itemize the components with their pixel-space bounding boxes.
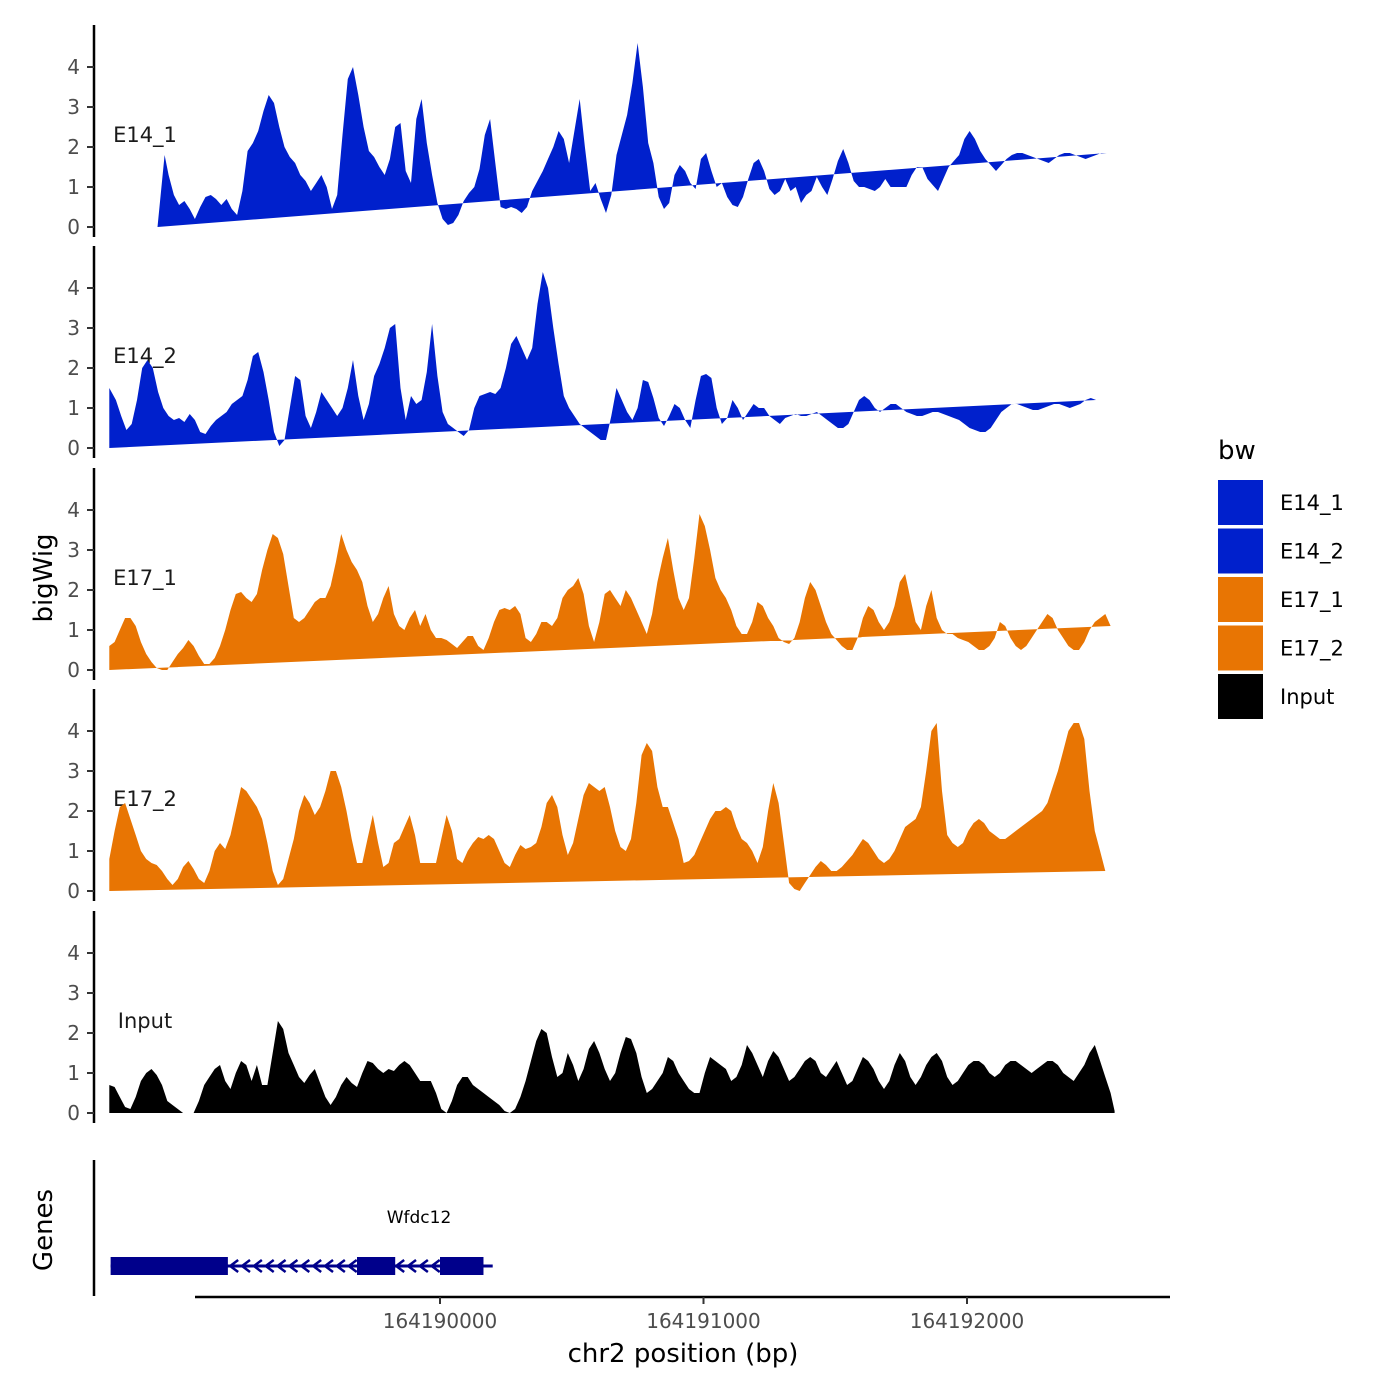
- track-label-Input: Input: [118, 1009, 172, 1033]
- strand-arrow: [405, 1259, 417, 1273]
- legend-label: E17_1: [1280, 588, 1344, 613]
- legend-item-E14_2: E14_2: [1218, 528, 1344, 574]
- legend-label: E14_2: [1280, 540, 1344, 565]
- y-tick-label: 2: [67, 135, 80, 159]
- y-tick-label: 1: [67, 175, 80, 199]
- legend: bw E14_1 E14_2 E17_1 E17_2 Input: [1218, 436, 1344, 719]
- y-tick-label: 1: [67, 396, 80, 420]
- strand-arrow: [263, 1259, 275, 1273]
- legend-item-Input: Input: [1218, 674, 1334, 719]
- y-tick-label: 4: [67, 719, 80, 743]
- strand-arrow: [275, 1259, 287, 1273]
- y-tick-label: 2: [67, 578, 80, 602]
- legend-item-E17_2: E17_2: [1218, 625, 1344, 671]
- coverage-area-E14_2: [109, 272, 1097, 448]
- y-tick-label: 0: [67, 1101, 80, 1125]
- strand-arrow: [417, 1259, 429, 1273]
- x-tick-label: 164190000: [383, 1309, 498, 1333]
- y-tick-label: 2: [67, 356, 80, 380]
- legend-label: Input: [1280, 685, 1334, 709]
- legend-title: bw: [1218, 436, 1256, 466]
- y-tick-label: 3: [67, 538, 80, 562]
- coverage-area-E17_2: [109, 723, 1106, 891]
- track-label-E14_1: E14_1: [113, 123, 177, 148]
- y-tick-label: 1: [67, 1061, 80, 1085]
- legend-swatch: [1218, 528, 1263, 574]
- gene-name-label: Wfdc12: [387, 1208, 452, 1228]
- coverage-area-Input: [109, 1021, 1115, 1113]
- legend-swatch: [1218, 674, 1263, 719]
- track-label-E17_1: E17_1: [113, 566, 177, 591]
- y-tick-label: 0: [67, 658, 80, 682]
- coverage-area-E17_1: [109, 514, 1111, 670]
- y-tick-label: 0: [67, 215, 80, 239]
- track-E14_1: 0 1 2 3 4 E14_1: [67, 25, 1107, 239]
- x-tick-label: 164191000: [646, 1309, 761, 1333]
- y-tick-label: 4: [67, 941, 80, 965]
- strand-arrow: [299, 1259, 311, 1273]
- strand-arrow: [239, 1259, 251, 1273]
- y-tick-label: 0: [67, 879, 80, 903]
- y-tick-label: 2: [67, 1021, 80, 1045]
- track-Input: 0 1 2 3 4 Input: [67, 911, 1115, 1125]
- legend-item-E14_1: E14_1: [1218, 480, 1344, 525]
- x-axis: 164190000 164191000 164192000: [195, 1295, 1170, 1333]
- strand-arrow: [394, 1259, 405, 1273]
- strand-arrow: [322, 1259, 334, 1273]
- strand-arrow: [311, 1259, 322, 1273]
- exon-3: [440, 1257, 484, 1275]
- y-tick-label: 4: [67, 498, 80, 522]
- strand-arrow: [287, 1259, 299, 1273]
- exon-1: [110, 1257, 228, 1275]
- y-tick-label: 3: [67, 981, 80, 1005]
- genes-axis-title: Genes: [29, 1189, 59, 1271]
- exon-2: [356, 1257, 396, 1275]
- legend-swatch: [1218, 625, 1263, 671]
- y-axis-title: bigWig: [29, 533, 59, 622]
- legend-label: E14_1: [1280, 491, 1344, 516]
- y-tick-label: 3: [67, 759, 80, 783]
- gene-annotation-panel: Wfdc12: [92, 1160, 493, 1296]
- track-E17_1: 0 1 2 3 4 E17_1: [67, 468, 1111, 682]
- legend-swatch: [1218, 577, 1263, 622]
- x-tick-label: 164192000: [910, 1309, 1025, 1333]
- legend-label: E17_2: [1280, 637, 1344, 662]
- strand-arrow: [251, 1259, 263, 1273]
- coverage-area-E14_1: [157, 43, 1107, 227]
- coverage-tracks: 01234E14_101234E14_201234E17_101234E17_2…: [67, 25, 1115, 1125]
- strand-arrow: [228, 1259, 239, 1273]
- y-tick-label: 4: [67, 55, 80, 79]
- legend-item-E17_1: E17_1: [1218, 577, 1344, 622]
- y-tick-label: 0: [67, 436, 80, 460]
- legend-swatch: [1218, 480, 1263, 525]
- x-axis-title: chr2 position (bp): [568, 1339, 799, 1369]
- strand-arrow: [334, 1259, 346, 1273]
- y-tick-label: 1: [67, 839, 80, 863]
- y-tick-label: 3: [67, 316, 80, 340]
- y-tick-label: 2: [67, 799, 80, 823]
- y-tick-label: 1: [67, 618, 80, 642]
- y-tick-label: 4: [67, 276, 80, 300]
- y-tick-label: 3: [67, 95, 80, 119]
- strand-arrow: [429, 1259, 441, 1273]
- strand-arrow: [346, 1259, 358, 1273]
